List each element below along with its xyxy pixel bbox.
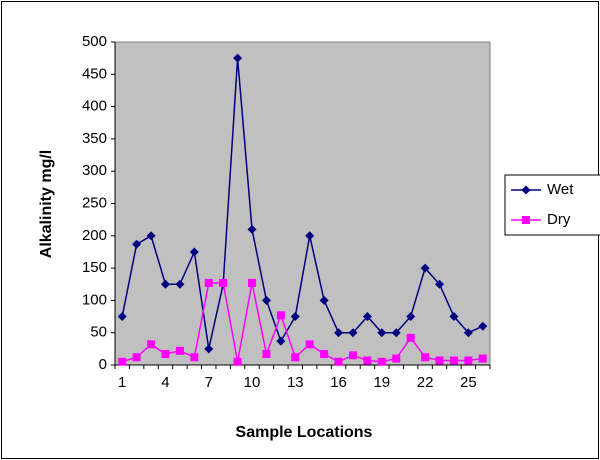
data-point <box>132 239 142 249</box>
x-tick-label: 7 <box>205 374 213 391</box>
data-point <box>118 357 127 366</box>
data-point <box>449 356 458 365</box>
data-point <box>377 328 387 338</box>
data-point <box>420 263 430 273</box>
x-axis-title: Sample Locations <box>236 424 373 441</box>
data-point <box>204 278 213 287</box>
x-tick-label: 13 <box>287 374 304 391</box>
series-line <box>121 58 484 350</box>
data-point <box>160 279 170 289</box>
data-point <box>305 231 315 241</box>
data-point <box>449 312 459 322</box>
y-tick-label: 250 <box>82 194 107 211</box>
data-point <box>233 53 243 63</box>
y-axis-title: Alkalinity mg/l <box>38 150 55 258</box>
data-point <box>464 356 473 365</box>
legend-box <box>504 174 600 236</box>
legend-label: Wet <box>547 181 574 198</box>
data-point <box>478 321 488 331</box>
y-tick-label: 200 <box>82 227 107 244</box>
data-point <box>147 340 156 349</box>
data-point <box>161 350 170 359</box>
x-tick-label: 25 <box>460 374 477 391</box>
x-tick-label: 16 <box>330 374 347 391</box>
y-tick-label: 500 <box>82 33 107 50</box>
data-point <box>219 278 228 287</box>
data-point <box>175 279 185 289</box>
data-point <box>233 357 242 366</box>
x-tick-label: 1 <box>118 374 126 391</box>
data-point <box>132 353 141 362</box>
y-tick-label: 300 <box>82 162 107 179</box>
data-point <box>392 354 401 363</box>
x-tick-label: 19 <box>373 374 390 391</box>
x-tick-label: 10 <box>244 374 261 391</box>
data-point <box>189 247 199 257</box>
data-point <box>435 356 444 365</box>
x-tick-label: 22 <box>417 374 434 391</box>
data-point <box>261 295 271 305</box>
data-point <box>348 328 358 338</box>
data-point <box>362 312 372 322</box>
data-point <box>319 295 329 305</box>
data-point <box>406 333 415 342</box>
y-tick-label: 400 <box>82 98 107 115</box>
y-tick-label: 450 <box>82 65 107 82</box>
data-point <box>435 279 445 289</box>
legend-marker <box>521 185 531 195</box>
y-tick-label: 50 <box>90 324 107 341</box>
data-point <box>247 224 257 234</box>
data-point <box>262 350 271 359</box>
data-point <box>406 312 416 322</box>
data-point <box>478 354 487 363</box>
data-point <box>305 340 314 349</box>
data-point <box>276 311 285 320</box>
data-point <box>291 353 300 362</box>
data-point <box>117 312 127 322</box>
data-point <box>290 312 300 322</box>
legend-label: Dry <box>547 211 571 228</box>
data-point <box>348 351 357 360</box>
data-point <box>190 353 199 362</box>
data-point <box>421 353 430 362</box>
y-tick-label: 100 <box>82 291 107 308</box>
data-point <box>363 356 372 365</box>
data-point <box>146 231 156 241</box>
data-point <box>204 344 214 354</box>
legend-marker <box>522 216 530 224</box>
data-point <box>248 278 257 287</box>
x-tick-label: 4 <box>161 374 169 391</box>
data-point <box>276 336 286 346</box>
plot-area <box>114 41 491 366</box>
data-point <box>175 346 184 355</box>
data-point <box>334 357 343 366</box>
y-tick-label: 350 <box>82 130 107 147</box>
data-point <box>391 328 401 338</box>
data-point <box>377 357 386 366</box>
data-point <box>334 328 344 338</box>
data-point <box>463 328 473 338</box>
y-tick-label: 0 <box>99 356 107 373</box>
data-point <box>320 350 329 359</box>
y-tick-label: 150 <box>82 259 107 276</box>
